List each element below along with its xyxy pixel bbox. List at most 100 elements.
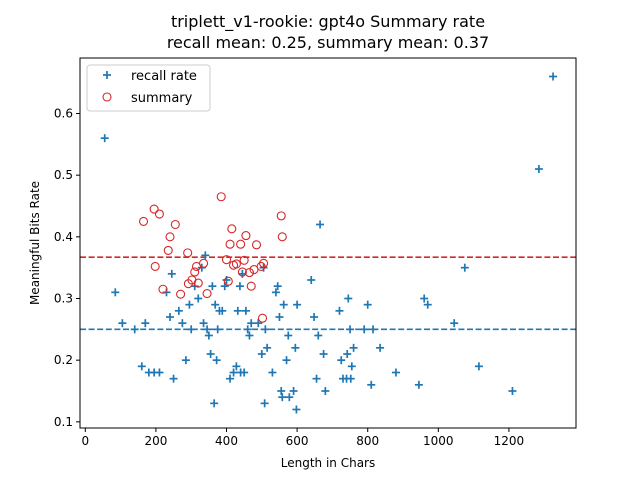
recall-point	[241, 306, 250, 315]
recall-point	[111, 288, 120, 297]
legend-box	[86, 64, 211, 112]
recall-point	[260, 399, 269, 408]
y-tick-label: 0.4	[54, 230, 73, 244]
recall-point	[277, 387, 286, 395]
summary-point	[231, 259, 241, 269]
recall-point	[167, 269, 176, 278]
summary-point	[216, 192, 226, 202]
recall-point	[508, 387, 517, 395]
x-axis-label: Length in Chars	[281, 456, 375, 470]
recall-point	[414, 380, 423, 389]
summary-point	[190, 267, 200, 277]
recall-point	[204, 331, 213, 340]
recall-point	[213, 325, 222, 334]
summary-point	[277, 232, 287, 242]
recall-point	[203, 325, 212, 334]
recall-point	[166, 313, 175, 321]
recall-point	[137, 362, 146, 371]
recall-point	[369, 325, 378, 334]
recall-point	[363, 300, 372, 309]
summary-point	[183, 248, 193, 258]
recall-point	[367, 380, 376, 389]
recall-point	[346, 325, 355, 334]
recall-point	[240, 368, 249, 377]
recall-point	[118, 319, 127, 328]
summary-point	[170, 219, 180, 230]
recall-point	[534, 165, 543, 173]
recall-point	[229, 368, 238, 377]
recall-point	[391, 368, 400, 377]
chart-subtitle: recall mean: 0.25, summary mean: 0.37	[166, 33, 490, 52]
recall-point	[199, 319, 208, 328]
recall-point	[337, 356, 346, 365]
legend-label-summary: summary	[131, 91, 193, 106]
summary-point	[149, 204, 159, 214]
summary-point	[241, 231, 251, 241]
summary-point	[244, 268, 255, 278]
recall-point	[279, 300, 288, 309]
recall-point	[212, 356, 221, 365]
recall-point	[130, 325, 139, 334]
recall-point	[460, 263, 469, 272]
legend: recall rate summary	[86, 64, 211, 112]
recall-point	[263, 343, 272, 352]
summary-point	[257, 313, 268, 323]
recall-point	[310, 313, 319, 321]
y-axis-ticks: 0.1 0.2 0.3 0.4 0.5 0.6	[54, 107, 80, 429]
recall-point	[178, 319, 187, 328]
y-tick-label: 0.2	[54, 353, 73, 367]
recall-point	[194, 294, 203, 303]
legend-marker-recall	[103, 71, 111, 79]
recall-point	[208, 282, 217, 291]
recall-point	[316, 220, 325, 229]
summary-point	[154, 209, 164, 219]
chart-title: triplett_v1-rookie: gpt4o Summary rate	[170, 12, 486, 31]
x-tick-label: 400	[215, 434, 238, 448]
x-tick-label: 1200	[494, 434, 525, 448]
summary-point	[251, 240, 262, 250]
summary-point	[237, 267, 247, 277]
recall-point	[187, 325, 196, 334]
recall-point	[284, 331, 293, 340]
summary-point	[138, 216, 149, 226]
summary-point	[225, 239, 235, 249]
summary-point	[158, 284, 168, 294]
recall-point	[346, 374, 355, 383]
summary-point	[202, 289, 212, 299]
recall-point	[211, 300, 220, 309]
legend-circle-icon	[102, 92, 112, 102]
summary-point	[221, 255, 232, 265]
recall-point	[206, 350, 215, 358]
summary-point	[239, 255, 249, 265]
summary-point	[246, 281, 256, 291]
recall-point	[261, 325, 270, 334]
recall-point	[291, 343, 300, 352]
recall-point	[233, 306, 242, 315]
recall-point	[169, 374, 178, 383]
recall-point	[232, 362, 241, 371]
reference-lines	[80, 256, 576, 331]
plot-frame	[79, 57, 577, 429]
summary-point	[163, 245, 173, 255]
recall-point	[271, 288, 280, 297]
recall-point	[289, 387, 298, 395]
summary-point	[199, 258, 209, 268]
recall-point	[321, 387, 330, 395]
data-points	[100, 72, 558, 414]
summary-point	[227, 224, 237, 234]
x-tick-label: 600	[286, 434, 309, 448]
recall-point	[278, 393, 287, 402]
summary-point	[193, 278, 203, 288]
recall-point	[201, 251, 210, 260]
summary-point	[223, 276, 233, 286]
recall-point	[247, 319, 256, 328]
recall-point	[174, 306, 183, 315]
recall-point	[254, 319, 263, 328]
recall-point	[235, 282, 244, 291]
recall-point	[307, 276, 316, 284]
recall-point	[312, 374, 321, 383]
recall-point	[292, 405, 301, 414]
x-tick-label: 200	[144, 434, 167, 448]
